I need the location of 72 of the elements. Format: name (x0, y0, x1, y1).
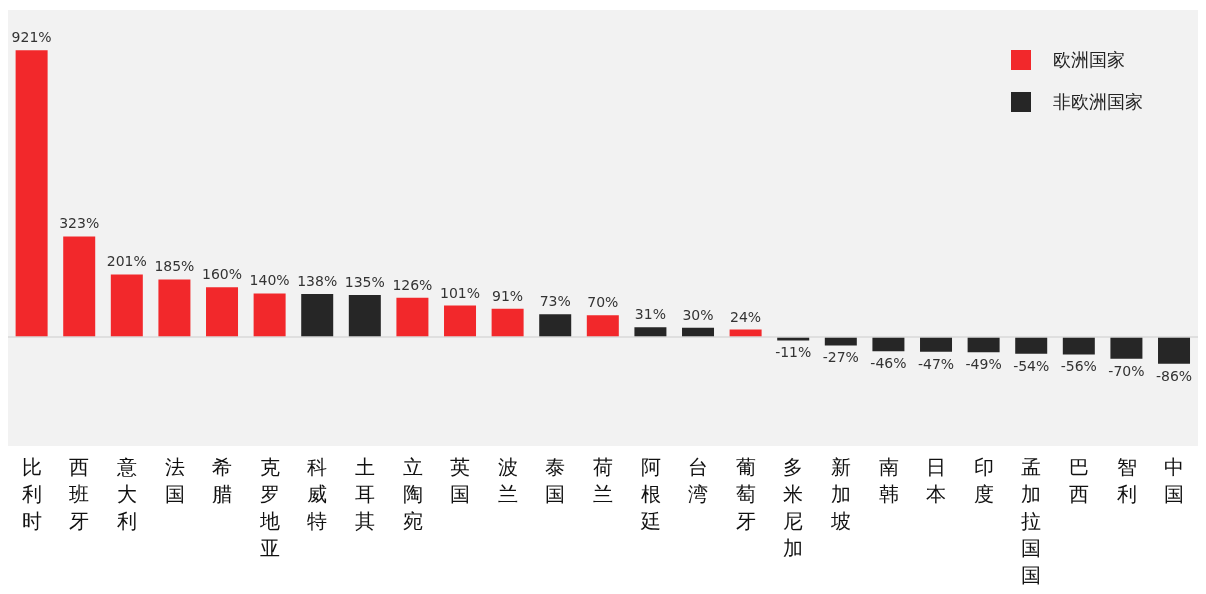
x-tick-label: 法国 (164, 455, 185, 506)
data-label: -46% (870, 355, 907, 372)
legend-label: 欧洲国家 (1053, 48, 1125, 72)
data-label: 323% (59, 215, 100, 232)
data-label: -47% (917, 355, 955, 372)
data-label: 126% (392, 276, 433, 293)
data-label: 24% (730, 308, 762, 325)
x-tick-label: 南韩 (878, 455, 899, 506)
x-tick-label: 台湾 (688, 455, 709, 506)
x-tick-label: 印度 (973, 455, 994, 506)
data-label: -56% (1060, 358, 1097, 375)
x-tick-label: 孟加拉国国 (1021, 455, 1042, 587)
data-label: 30% (682, 306, 714, 323)
data-label: 201% (106, 253, 147, 270)
data-label: 70% (587, 294, 619, 311)
data-label: -27% (822, 349, 859, 366)
data-label: 140% (249, 272, 290, 289)
data-label: -11% (775, 344, 812, 361)
bar (1062, 337, 1095, 355)
bar (158, 279, 191, 337)
x-tick-label: 英国 (450, 455, 471, 506)
bar (872, 337, 905, 352)
bar (301, 294, 334, 337)
x-tick-label: 比利时 (21, 455, 42, 533)
data-label: 31% (634, 306, 666, 323)
x-tick-label: 立陶宛 (402, 455, 423, 533)
data-label: 101% (440, 284, 481, 301)
x-tick-label: 土耳其 (355, 455, 375, 533)
x-tick-label: 泰国 (545, 455, 566, 506)
data-label: 91% (492, 287, 524, 304)
x-tick-label: 智利 (1116, 455, 1137, 506)
data-label: 921% (11, 29, 52, 46)
x-tick-label: 克罗地亚 (258, 455, 280, 560)
bar (586, 315, 619, 337)
bar (1015, 337, 1048, 354)
bar (253, 293, 286, 337)
data-label: -86% (1155, 367, 1193, 384)
data-label: 73% (539, 293, 571, 310)
x-tick-label: 希腊 (212, 455, 233, 506)
data-label: 160% (202, 266, 243, 283)
data-label: -49% (965, 356, 1002, 373)
x-tick-label: 荷兰 (593, 455, 613, 506)
data-label: 135% (344, 273, 385, 290)
x-tick-label: 西班牙 (69, 455, 90, 533)
bar (396, 297, 429, 337)
bar (491, 308, 524, 337)
data-label: 138% (297, 273, 338, 290)
bar (63, 236, 96, 337)
x-tick-label: 波兰 (497, 455, 518, 506)
bar (206, 287, 239, 337)
bar (110, 274, 143, 337)
bar (1110, 337, 1143, 359)
x-tick-label: 新加坡 (830, 455, 851, 533)
bar (1158, 337, 1191, 364)
bar (348, 294, 381, 337)
bar (15, 50, 48, 337)
legend-label: 非欧洲国家 (1053, 90, 1143, 114)
x-tick-label: 日本 (926, 455, 947, 506)
x-tick-label: 多米尼加 (783, 455, 804, 560)
x-tick-label: 科威特 (307, 455, 328, 533)
bar (967, 337, 1000, 353)
x-tick-label: 阿根廷 (639, 455, 661, 533)
x-tick-label: 巴西 (1069, 455, 1089, 506)
data-label: 185% (154, 258, 195, 275)
x-tick-label: 葡萄牙 (735, 455, 756, 533)
x-tick-label: 意大利 (116, 455, 137, 533)
data-label: -70% (1108, 362, 1145, 379)
bar (539, 314, 572, 337)
data-label: -54% (1013, 357, 1050, 374)
x-tick-label: 中国 (1164, 455, 1185, 506)
bar (444, 305, 477, 337)
bar (920, 337, 953, 352)
